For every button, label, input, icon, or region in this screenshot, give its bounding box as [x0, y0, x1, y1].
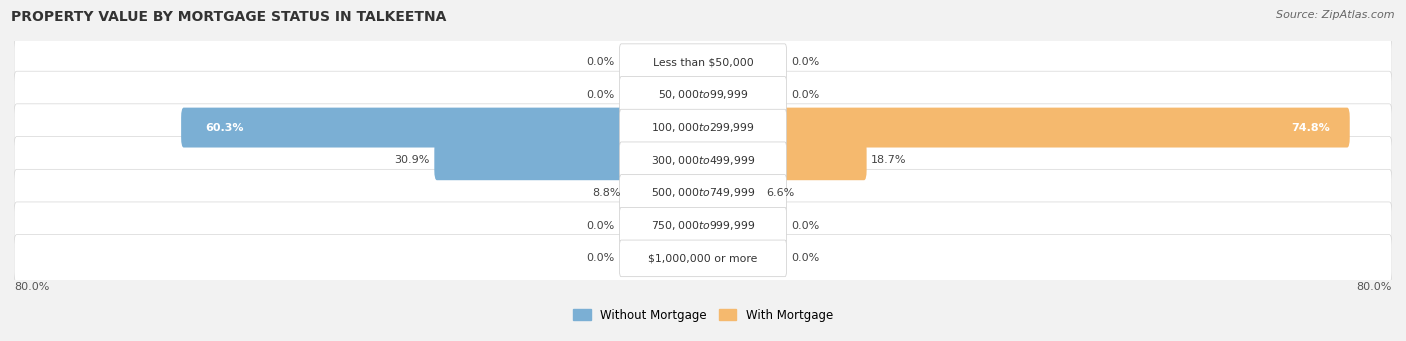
Text: $50,000 to $99,999: $50,000 to $99,999 [658, 88, 748, 101]
Text: 0.0%: 0.0% [792, 253, 820, 263]
FancyBboxPatch shape [620, 109, 786, 146]
Text: PROPERTY VALUE BY MORTGAGE STATUS IN TALKEETNA: PROPERTY VALUE BY MORTGAGE STATUS IN TAL… [11, 10, 447, 24]
Text: 0.0%: 0.0% [586, 57, 614, 67]
FancyBboxPatch shape [14, 202, 1392, 249]
FancyBboxPatch shape [14, 71, 1392, 119]
FancyBboxPatch shape [620, 77, 786, 113]
Text: 80.0%: 80.0% [1357, 282, 1392, 292]
Text: 0.0%: 0.0% [792, 221, 820, 231]
FancyBboxPatch shape [620, 240, 786, 277]
Text: $750,000 to $999,999: $750,000 to $999,999 [651, 219, 755, 232]
Text: $1,000,000 or more: $1,000,000 or more [648, 253, 758, 263]
FancyBboxPatch shape [14, 39, 1392, 86]
FancyBboxPatch shape [782, 140, 866, 180]
Text: Source: ZipAtlas.com: Source: ZipAtlas.com [1277, 10, 1395, 20]
Text: Less than $50,000: Less than $50,000 [652, 57, 754, 67]
Text: $500,000 to $749,999: $500,000 to $749,999 [651, 187, 755, 199]
Text: 0.0%: 0.0% [586, 90, 614, 100]
Text: 6.6%: 6.6% [766, 188, 794, 198]
FancyBboxPatch shape [14, 235, 1392, 282]
FancyBboxPatch shape [621, 173, 627, 213]
Text: 60.3%: 60.3% [205, 122, 243, 133]
Text: 30.9%: 30.9% [395, 155, 430, 165]
FancyBboxPatch shape [14, 104, 1392, 151]
Legend: Without Mortgage, With Mortgage: Without Mortgage, With Mortgage [568, 304, 838, 326]
Text: 18.7%: 18.7% [870, 155, 907, 165]
Text: 0.0%: 0.0% [792, 57, 820, 67]
FancyBboxPatch shape [620, 207, 786, 244]
FancyBboxPatch shape [759, 173, 785, 213]
FancyBboxPatch shape [14, 136, 1392, 184]
Text: $300,000 to $499,999: $300,000 to $499,999 [651, 154, 755, 167]
FancyBboxPatch shape [620, 175, 786, 211]
Text: 8.8%: 8.8% [592, 188, 620, 198]
Text: 80.0%: 80.0% [14, 282, 49, 292]
FancyBboxPatch shape [14, 169, 1392, 217]
Text: 0.0%: 0.0% [586, 221, 614, 231]
Text: $100,000 to $299,999: $100,000 to $299,999 [651, 121, 755, 134]
Text: 0.0%: 0.0% [792, 90, 820, 100]
FancyBboxPatch shape [181, 108, 624, 148]
FancyBboxPatch shape [434, 140, 624, 180]
Text: 0.0%: 0.0% [586, 253, 614, 263]
FancyBboxPatch shape [620, 44, 786, 80]
FancyBboxPatch shape [620, 142, 786, 179]
Text: 74.8%: 74.8% [1291, 122, 1330, 133]
FancyBboxPatch shape [782, 108, 1350, 148]
